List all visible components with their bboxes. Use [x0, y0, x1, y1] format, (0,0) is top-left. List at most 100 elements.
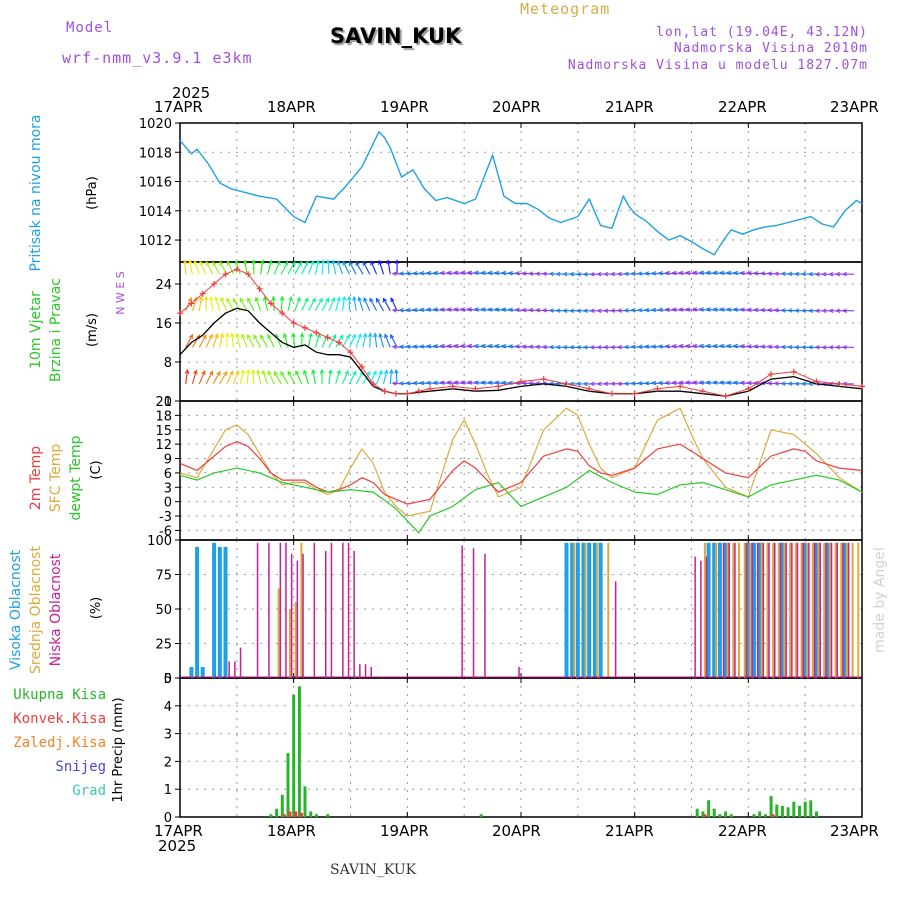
precip-bar-0 — [758, 811, 761, 817]
precip-ytick-label: 5 — [164, 672, 172, 687]
clouds-ytick-label: 25 — [155, 638, 172, 653]
precip-legend-4: Grad — [72, 783, 106, 799]
cloud-bar-2 — [234, 661, 236, 678]
wind-direction-legend: N W E S — [114, 271, 127, 315]
wind-gust-marker — [745, 386, 751, 392]
wind-gust-marker — [632, 391, 638, 397]
precip-ytick-label: 4 — [164, 700, 172, 715]
precip-ytick-label: 2 — [164, 755, 172, 770]
cloud-bar-2 — [814, 543, 816, 678]
cloud-bar-1 — [761, 543, 763, 678]
temperature-ytick-label: 6 — [164, 467, 172, 482]
temperature-ytick-label: 3 — [164, 481, 172, 496]
cloud-bar-1 — [278, 588, 280, 678]
cloud-bar-1 — [585, 543, 587, 678]
cloud-bar-1 — [732, 543, 734, 678]
clouds-ytick-label: 75 — [155, 569, 172, 584]
precip-bar-0 — [304, 786, 307, 817]
wind-gust-marker — [302, 325, 308, 331]
cloud-bar-1 — [300, 543, 302, 678]
top-date-3: 20APR — [492, 98, 541, 116]
cloud-bar-2 — [734, 543, 736, 678]
cloud-bar-1 — [727, 543, 729, 678]
top-date-5: 22APR — [718, 98, 767, 116]
precip-bar-0 — [315, 814, 318, 817]
cloud-bar-2 — [746, 543, 748, 678]
cloud-bar-0 — [565, 543, 569, 678]
cloud-bar-2 — [302, 554, 304, 678]
wind-gust-marker — [768, 371, 774, 377]
cloud-bar-1 — [607, 543, 609, 678]
wind-ylabel: (m/s) — [85, 313, 100, 347]
precip-bar-1 — [772, 814, 775, 817]
wind-arrow — [213, 262, 220, 274]
cloud-bar-2 — [228, 661, 230, 678]
dewpoint-line — [180, 468, 862, 533]
precip-ylabel: 1hr Precip (mm) — [111, 697, 126, 802]
cloud-bar-2 — [848, 543, 850, 678]
bottom-date-2: 19APR — [380, 822, 429, 840]
wind-gust-marker — [723, 393, 729, 399]
cloud-bar-2 — [706, 557, 708, 678]
cloud-bar-2 — [348, 543, 350, 678]
pressure-ytick-label: 1020 — [139, 117, 172, 132]
top-date-1: 18APR — [267, 98, 316, 116]
wind-title-2: Brzina i Pravac — [48, 278, 64, 382]
cloud-bar-2 — [820, 543, 822, 678]
bottom-date-5: 22APR — [718, 822, 767, 840]
top-date-4: 21APR — [605, 98, 654, 116]
cloud-bar-2 — [757, 543, 759, 678]
cloud-bar-2 — [780, 543, 782, 678]
precip-legend-2: Zaledj.Kisa — [13, 735, 106, 751]
cloud-bar-0 — [718, 543, 722, 678]
cloud-bar-2 — [342, 543, 344, 678]
cloud-bar-2 — [774, 543, 776, 678]
cloud-bar-0 — [195, 547, 199, 678]
temperature-ytick-label: 18 — [155, 409, 172, 424]
cloud-ylabel: (%) — [89, 597, 104, 620]
precip-bar-0 — [275, 809, 278, 817]
precip-bar-0 — [787, 807, 790, 817]
cloud-bar-0 — [212, 543, 216, 678]
cloud-bar-2 — [484, 554, 486, 678]
cloud-bar-2 — [808, 543, 810, 678]
cloud-bar-2 — [291, 554, 293, 678]
precip-bar-0 — [298, 686, 301, 817]
pressure-frame — [180, 123, 862, 262]
cloud-bar-2 — [518, 667, 520, 678]
precip-bar-0 — [753, 814, 756, 817]
cloud-bar-1 — [596, 543, 598, 678]
cloud-bar-2 — [359, 664, 361, 678]
cloud-bar-2 — [461, 546, 463, 679]
bottom-date-1: 18APR — [267, 822, 316, 840]
cloud-bar-1 — [715, 543, 717, 678]
cloud-bar-0 — [224, 547, 228, 678]
precip-bar-0 — [804, 802, 807, 817]
cloud-bar-0 — [218, 547, 222, 678]
cloud-bar-1 — [840, 543, 842, 678]
precip-bar-0 — [707, 800, 710, 817]
cloud-legend-low: Niska Oblacnost — [48, 553, 64, 666]
cloud-bar-2 — [694, 557, 696, 678]
footer-station: SAVIN_KUK — [330, 862, 416, 878]
precip-bar-0 — [718, 814, 721, 817]
wind-arrow — [227, 333, 228, 347]
precip-bar-0 — [770, 796, 773, 817]
clouds-ytick-label: 50 — [155, 603, 172, 618]
cloud-bar-1 — [573, 543, 575, 678]
wind-ytick-label: 8 — [164, 356, 172, 371]
temp-title-2m: 2m Temp — [28, 446, 44, 510]
bottom-date-3: 20APR — [492, 822, 541, 840]
cloud-bar-2 — [763, 543, 765, 678]
wind-gust-marker — [541, 376, 547, 382]
precip-bar-0 — [309, 811, 312, 817]
cloud-bar-1 — [778, 543, 780, 678]
cloud-bar-2 — [837, 543, 839, 678]
wind-ytick-label: 24 — [155, 278, 172, 293]
precip-bar-1 — [703, 814, 706, 817]
precip-bar-0 — [798, 806, 801, 817]
